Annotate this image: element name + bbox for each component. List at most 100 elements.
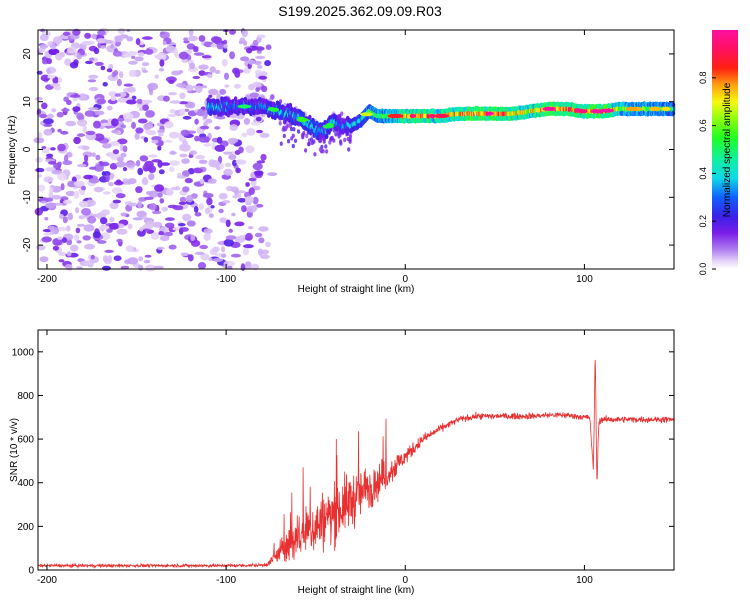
noise-blob [225,219,231,228]
heatmap-frame [37,29,675,270]
noise-blob [37,184,46,192]
noise-blob [267,172,278,177]
noise-blob [151,210,162,215]
noise-blob [163,139,174,143]
noise-blob [104,249,114,253]
heatmap-xtick-label: -100 [216,274,236,285]
signal-hotspot [661,106,671,111]
noise-blob [258,75,268,80]
noise-blob [198,159,208,164]
noise-blob [246,47,253,54]
noise-blob [215,115,226,120]
noise-blob [151,159,162,163]
noise-blob [109,202,119,210]
noise-blob [112,199,122,204]
noise-blob [139,226,144,232]
noise-blob [74,234,80,242]
noise-blob [158,132,164,137]
noise-blob [39,34,49,42]
noise-blob [110,43,115,49]
noise-blob [245,182,250,187]
noise-blob [62,31,71,36]
noise-blob [37,132,43,139]
noise-blob [43,232,52,236]
noise-blob [246,127,256,136]
noise-blob [92,231,101,239]
noise-blob [127,202,138,207]
noise-blob [76,112,84,120]
heatmap-ytick-label: -20 [22,237,33,252]
noise-blob [88,107,99,111]
noise-blob [46,113,54,119]
signal-hotspot [390,114,403,118]
noise-blob [193,52,205,56]
noise-blob [159,235,170,242]
noise-blob [212,246,220,253]
noise-blob [238,146,244,154]
noise-blob [166,188,174,196]
signal-hotspot [601,108,614,113]
noise-blob [157,192,163,198]
signal-hotspot [409,114,416,118]
signal-spur [312,139,316,144]
noise-blob [105,174,110,182]
noise-blob [69,244,79,252]
noise-blob [245,232,253,241]
noise-blob [109,216,115,223]
noise-blob [200,253,210,261]
noise-blob [254,46,265,51]
noise-blob [256,34,266,39]
noise-blob [181,158,190,164]
heatmap-ytick-label: 20 [22,48,33,60]
noise-blob [35,157,43,163]
noise-blob [180,252,189,257]
noise-blob [53,85,62,91]
signal-spur [339,141,343,146]
noise-blob [143,259,151,264]
noise-blob [34,96,43,101]
noise-blob [93,186,104,193]
noise-blob [234,189,239,196]
noise-blob [115,161,126,168]
noise-blob [76,133,86,137]
noise-blob [43,176,54,183]
noise-blob [161,206,169,212]
noise-blob [65,120,77,127]
snr-xtick-label: 100 [576,575,593,586]
noise-blob [63,154,69,163]
noise-blob [206,73,213,78]
noise-blob [210,43,218,48]
noise-blob [64,264,73,270]
noise-blob [73,180,85,187]
noise-blob [246,205,257,213]
signal-spur [305,133,309,139]
noise-blob [60,130,69,135]
noise-blob [160,162,171,166]
noise-blob [229,124,238,131]
noise-blob [162,40,167,46]
snr-frame [37,329,675,571]
colorbar-tick-label: 0.8 [698,72,708,85]
noise-blob [250,179,257,187]
signal-spur [304,148,308,153]
noise-blob [62,199,73,204]
noise-blob [125,204,133,212]
noise-blob [170,186,181,191]
noise-blob [219,217,228,223]
noise-blob [127,86,136,93]
noise-blob [111,187,123,195]
signal-spur [307,141,311,147]
signal-cell [308,114,312,120]
noise-blob [49,83,61,87]
noise-blob [224,72,229,81]
noise-blob [228,228,233,233]
noise-blob [46,58,52,65]
noise-blob [76,223,85,227]
noise-blob [103,255,109,263]
noise-blob [120,152,127,158]
noise-blob [258,237,265,244]
noise-blob [186,220,196,227]
noise-blob [157,129,165,134]
noise-blob [256,204,264,208]
noise-blob [243,117,251,125]
